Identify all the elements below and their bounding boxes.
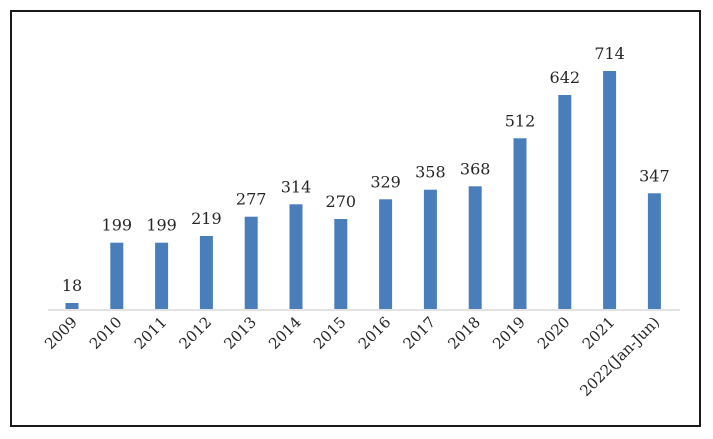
bar-2012 [199,236,213,309]
x-tick-label-2017: 2017 [399,313,439,353]
x-tick-label-2021: 2021 [579,313,619,353]
x-tick-label-2014: 2014 [265,313,305,353]
x-tick-label-2010: 2010 [86,313,126,353]
bar-2020 [558,95,572,309]
value-label-2022(Jan-Jun): 347 [639,166,670,185]
value-label-2012: 219 [191,209,222,228]
value-labels-group: 18 199 199 219 277 314 270 329 358 368 512 642 714 34… [62,44,670,295]
bar-2014 [289,204,303,309]
x-tick-label-2022(Jan-Jun): 2022(Jan-Jun) [576,313,663,400]
value-label-2019: 512 [505,111,536,130]
value-label-2016: 329 [370,172,401,191]
value-label-2017: 358 [415,163,446,182]
bar-2019 [513,138,527,309]
x-tick-label-2015: 2015 [310,313,350,353]
bar-2009 [65,303,79,309]
bar-2017 [423,189,437,309]
value-label-2020: 642 [550,68,581,87]
bar-2015 [334,219,348,309]
bars-group [65,71,661,309]
bar-2018 [468,186,482,309]
x-tick-label-2018: 2018 [444,313,484,353]
value-label-2015: 270 [326,192,357,211]
bar-2021 [603,71,617,309]
value-label-2018: 368 [460,159,491,178]
bar-2022(Jan-Jun) [647,193,661,309]
bar-2016 [379,199,393,309]
value-label-2014: 314 [281,177,312,196]
value-label-2010: 199 [102,216,133,235]
x-tick-label-2019: 2019 [489,313,529,353]
value-label-2009: 18 [62,276,82,295]
x-tick-label-2009: 2009 [41,313,81,353]
x-tick-label-2013: 2013 [220,313,260,353]
value-label-2021: 714 [594,44,625,63]
x-tick-label-2011: 2011 [131,313,171,353]
bar-2013 [244,216,258,309]
chart-frame [10,10,701,427]
bar-2011 [155,242,169,309]
bar-2010 [110,242,124,309]
x-tick-label-2020: 2020 [534,313,574,353]
x-tick-label-2012: 2012 [175,313,215,353]
x-tick-label-2016: 2016 [355,313,395,353]
x-tick-labels-group: 2009 2010 2011 2012 2013 2014 2015 2016 2017 2018… [41,313,663,400]
value-label-2011: 199 [146,216,177,235]
value-label-2013: 277 [236,190,267,209]
